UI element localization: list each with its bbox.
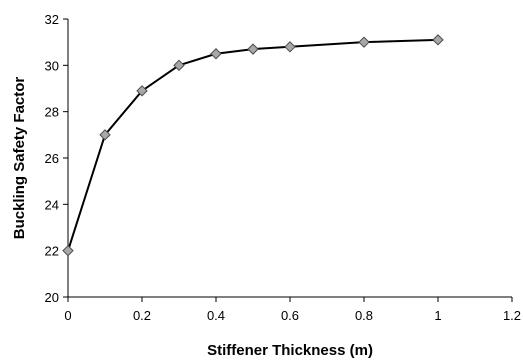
y-tick-label: 24 bbox=[45, 197, 59, 212]
y-tick-label: 22 bbox=[45, 244, 59, 259]
data-point-marker bbox=[99, 129, 111, 141]
data-point-marker bbox=[358, 36, 370, 48]
x-axis-title: Stiffener Thickness (m) bbox=[207, 342, 373, 359]
ticks: 0 0.2 0.4 0.6 0.8 1 1.2 20 22 24 26 28 30 32 bbox=[45, 12, 522, 323]
x-tick-label: 0 bbox=[64, 308, 71, 323]
x-tick-label: 1.2 bbox=[503, 308, 521, 323]
data-point-marker bbox=[247, 43, 259, 55]
y-tick-label: 20 bbox=[45, 290, 59, 305]
y-tick-label: 30 bbox=[45, 58, 59, 73]
x-tick-label: 0.6 bbox=[281, 308, 299, 323]
y-tick-label: 26 bbox=[45, 151, 59, 166]
data-point-marker bbox=[173, 59, 185, 72]
axes bbox=[67, 19, 512, 298]
x-tick-label: 0.2 bbox=[133, 308, 151, 323]
series-line bbox=[67, 38, 439, 251]
y-tick-label: 28 bbox=[45, 105, 59, 120]
data-point-marker bbox=[432, 34, 444, 46]
data-point-marker bbox=[284, 41, 296, 53]
data-point-marker bbox=[210, 48, 222, 60]
x-tick-label: 0.8 bbox=[355, 308, 373, 323]
data-point-marker bbox=[136, 85, 148, 97]
series bbox=[62, 34, 444, 257]
y-tick-label: 32 bbox=[45, 12, 59, 27]
data-point-marker bbox=[62, 244, 74, 257]
x-tick-label: 1 bbox=[434, 308, 441, 323]
y-axis-title: Buckling Safety Factor bbox=[11, 77, 28, 240]
x-tick-label: 0.4 bbox=[207, 308, 225, 323]
